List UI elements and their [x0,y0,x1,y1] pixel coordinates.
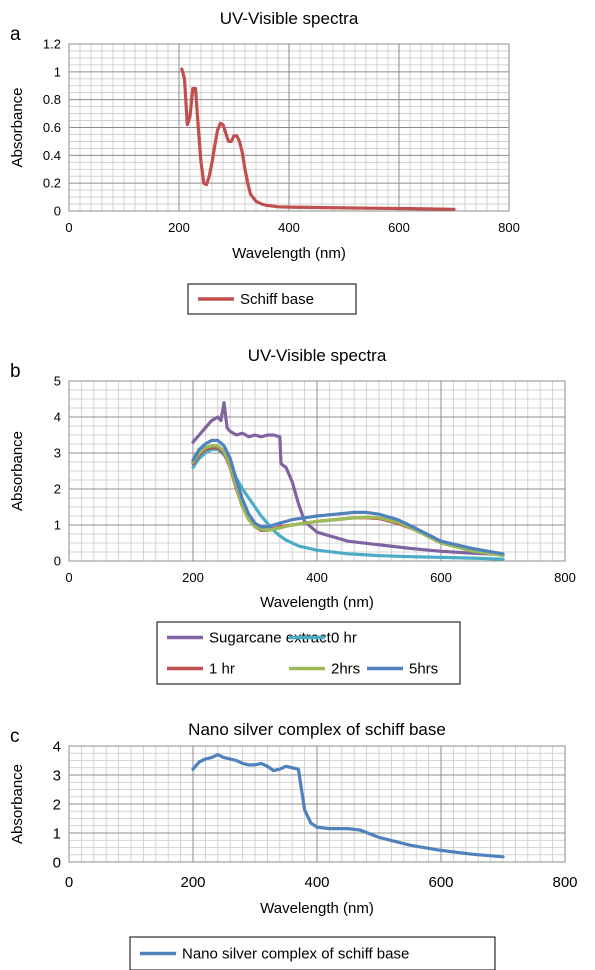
y-axis-label: Absorbance [9,431,26,511]
y-tick-label: 1.2 [43,37,61,52]
legend: Schiff base [187,283,357,315]
series-line-1 [191,447,505,561]
y-tick-label: 4 [54,410,61,425]
x-tick-label: 400 [304,874,329,891]
y-axis-label: Absorbance [9,87,26,167]
x-tick-label: 0 [65,874,73,891]
chart-title: UV-Visible spectra [248,346,387,365]
y-tick-label: 0.8 [43,92,61,107]
plot-frame [68,745,566,863]
chart-panel-a: a UV-Visible spectra 0 200 400 600 800 0 0.2 0.4 0… [9,9,520,315]
y-tick-label: 0 [54,554,61,569]
x-axis-label: Wavelength (nm) [232,245,346,262]
x-tick-label: 600 [388,220,410,235]
x-axis-label: Wavelength (nm) [260,900,374,917]
y-tick-label: 2 [54,482,61,497]
x-tick-label: 200 [180,874,205,891]
y-tick-label: 1 [53,825,61,842]
y-tick-label: 5 [54,374,61,389]
x-tick-label: 600 [430,570,452,585]
x-tick-label: 800 [498,220,520,235]
legend-box [156,621,461,685]
x-tick-label: 400 [278,220,300,235]
legend-label: Nano silver complex of schiff base [182,946,409,963]
series-line-0 [191,401,505,557]
x-tick-label: 0 [65,220,72,235]
chart-panel-c: c Nano silver complex of schiff base 0 200 4… [9,720,578,970]
x-tick-label: 800 [552,874,577,891]
y-tick-label: 0.2 [43,176,61,191]
y-tick-label: 1 [54,64,61,79]
legend-label: Sugarcane extract [209,630,332,647]
x-axis-label: Wavelength (nm) [260,594,374,611]
chart-title: Nano silver complex of schiff base [188,720,446,739]
series-line-0 [180,67,456,211]
x-tick-label: 400 [306,570,328,585]
plot-frame [68,43,510,212]
legend-label: 0 hr [331,630,357,647]
plot-frame [68,380,566,562]
x-tick-label: 200 [182,570,204,585]
x-tick-label: 200 [168,220,190,235]
series-line-4 [191,438,505,556]
y-tick-label: 0 [54,204,61,219]
y-tick-label: 0 [53,854,61,871]
chart-title: UV-Visible spectra [220,9,359,28]
panel-label: c [10,726,20,747]
legend-label: 1 hr [209,661,235,678]
y-tick-label: 3 [53,767,61,784]
y-tick-label: 3 [54,446,61,461]
y-tick-label: 0.4 [43,148,61,163]
legend: Sugarcane extract 0 hr 1 hr 2hrs 5hrs [156,621,461,685]
legend: Nano silver complex of schiff base [129,936,496,970]
y-axis-label: Absorbance [9,764,26,844]
x-tick-label: 600 [428,874,453,891]
x-tick-label: 800 [554,570,576,585]
panel-label: a [10,24,21,45]
y-tick-label: 4 [53,738,61,755]
series-line-3 [191,444,505,558]
series-line-0 [191,753,505,859]
y-tick-label: 1 [54,518,61,533]
x-tick-label: 0 [65,570,72,585]
panel-label: b [10,361,21,382]
legend-label: 5hrs [409,661,438,678]
chart-panel-b: b UV-Visible spectra 0 200 400 600 800 0 1 2 3 4 5 Wa… [9,346,576,685]
legend-box [129,936,496,970]
legend-label: 2hrs [331,661,360,678]
y-tick-label: 2 [53,796,61,813]
legend-label: Schiff base [240,291,314,308]
y-tick-label: 0.6 [43,120,61,135]
